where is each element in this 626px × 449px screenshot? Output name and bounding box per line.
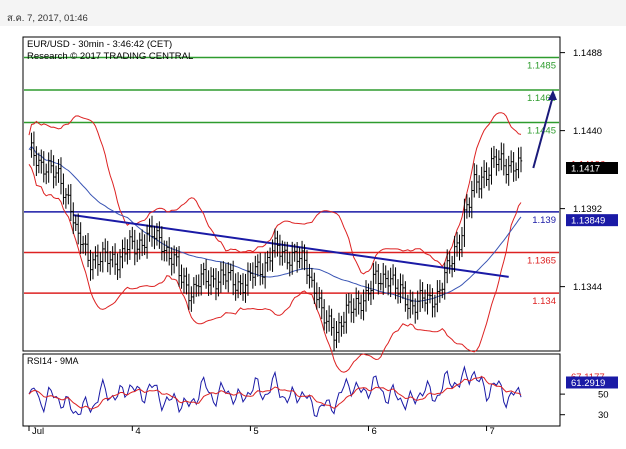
y-tick-label-2: 1.1392	[573, 204, 602, 215]
x-tick-label-2: 5	[253, 426, 258, 437]
bearish-trendline	[73, 214, 509, 278]
level-label-4: 1.1365	[527, 256, 556, 267]
price-tag-1: 1.1417	[571, 164, 600, 175]
price-tag-2: 1.13849	[571, 216, 605, 227]
bollinger-lower-band	[28, 164, 522, 373]
level-label-2: 1.1445	[527, 126, 556, 137]
rsi-tag-1: 61.2919	[571, 378, 605, 389]
chart-subtitle: Research © 2017 TRADING CENTRAL	[27, 51, 193, 62]
rsi-tick-label-1: 30	[598, 410, 609, 421]
x-tick-label-4: 7	[490, 426, 495, 437]
moving-average-line	[28, 145, 522, 302]
y-tick-label-0: 1.1488	[573, 48, 602, 59]
x-tick-label-0: Jul	[32, 426, 44, 437]
x-tick-label-1: 4	[135, 426, 140, 437]
target-arrow-shaft	[532, 95, 554, 169]
y-tick-label-1: 1.1440	[573, 126, 602, 137]
chart-title: EUR/USD - 30min - 3:46:42 (CET)	[27, 39, 172, 50]
level-label-3: 1.139	[532, 215, 556, 226]
price-tag-bg-1	[566, 162, 618, 174]
level-label-5: 1.134	[532, 296, 556, 307]
price-tag-bg-2	[566, 214, 618, 227]
indicator-label: RSI14 - 9MA	[27, 356, 79, 366]
y-tick-label-3: 1.1344	[573, 282, 602, 293]
level-label-0: 1.1485	[527, 61, 556, 72]
rsi-tick-label-0: 50	[598, 390, 609, 401]
x-tick-label-3: 6	[371, 426, 376, 437]
header-date: ส.ค. 7, 2017, 01:46	[7, 13, 88, 24]
top-status-bar: ส.ค. 7, 2017, 01:46	[0, 0, 626, 26]
rsi-signal-line	[28, 376, 522, 410]
level-label-1: 1.1465	[527, 93, 556, 104]
rsi-tag-bg-1	[566, 376, 618, 389]
target-arrow-head	[547, 90, 557, 100]
